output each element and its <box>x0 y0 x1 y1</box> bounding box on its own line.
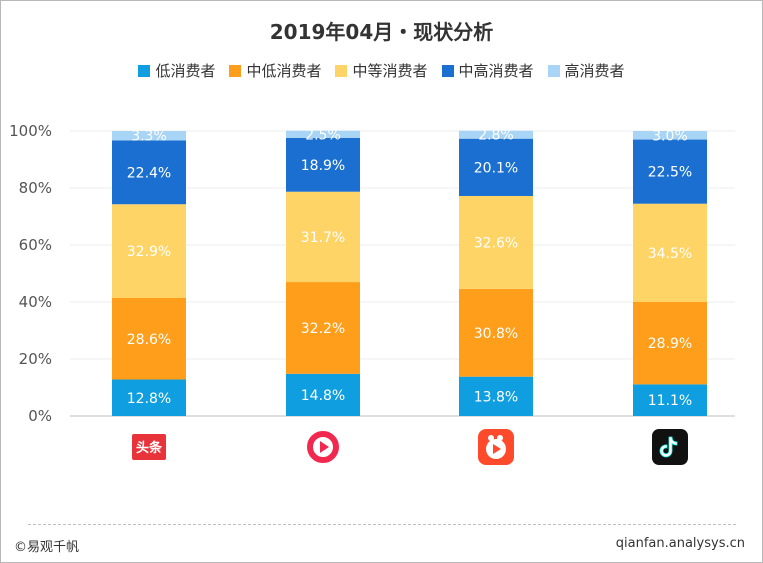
data-label: 20.1% <box>474 160 518 176</box>
legend-swatch <box>335 64 348 77</box>
bar-segment <box>633 384 707 416</box>
legend-item-mid-high: 中高消费者 <box>441 60 534 81</box>
data-label: 28.9% <box>648 336 692 352</box>
footer-source-url: qianfan.analysys.cn <box>615 536 745 551</box>
bar-segment <box>633 131 707 140</box>
y-tick-label: 20% <box>19 350 52 368</box>
legend-swatch <box>229 64 242 77</box>
legend-label: 低消费者 <box>155 62 216 80</box>
footer-divider <box>28 524 736 525</box>
legend-item-low: 低消费者 <box>138 60 215 81</box>
douyin-logo-icon <box>652 429 688 465</box>
data-label: 3.0% <box>652 128 688 144</box>
data-label: 30.8% <box>474 326 518 342</box>
legend-swatch <box>441 64 454 77</box>
bar-segment <box>112 379 186 416</box>
data-label: 13.8% <box>474 389 518 405</box>
bar-segment <box>286 282 360 374</box>
y-tick-label: 40% <box>19 293 52 311</box>
data-label: 22.4% <box>127 165 171 181</box>
toutiao-logo-icon: 头条 <box>131 429 167 465</box>
bar-segment <box>633 203 707 302</box>
bar-segment <box>286 373 360 416</box>
bar-segment <box>459 130 533 139</box>
legend-item-mid: 中等消费者 <box>335 60 428 81</box>
bar-segment <box>633 302 707 385</box>
chart-title: 2019年04月・现状分析 <box>269 20 494 44</box>
bar-segment <box>112 298 186 380</box>
bar-segment <box>459 288 533 377</box>
y-tick-label: 60% <box>19 236 52 254</box>
legend-swatch <box>138 64 151 77</box>
chart-legend: 低消费者 中低消费者 中等消费者 中高消费者 高消费者 <box>0 60 763 81</box>
footer-copyright: ©易观千帆 <box>14 540 80 555</box>
data-label: 11.1% <box>648 393 692 409</box>
data-label: 32.9% <box>127 244 171 260</box>
bar-segment <box>459 195 533 289</box>
bar-segment <box>459 376 533 416</box>
data-label: 18.9% <box>301 158 345 174</box>
bar-segment <box>633 139 707 204</box>
bar-segment <box>286 137 360 192</box>
data-label: 22.5% <box>648 165 692 181</box>
data-label: 34.5% <box>648 246 692 262</box>
data-label: 32.2% <box>301 321 345 337</box>
legend-item-mid-low: 中低消费者 <box>229 60 321 81</box>
y-tick-label: 0% <box>28 407 52 425</box>
data-label: 14.8% <box>301 388 345 404</box>
data-label: 2.5% <box>305 127 341 143</box>
data-label: 31.7% <box>301 230 345 246</box>
data-label: 32.6% <box>474 235 518 251</box>
legend-item-high: 高消费者 <box>547 60 625 81</box>
quanmin-logo-icon <box>305 429 341 465</box>
legend-label: 中等消费者 <box>352 62 428 80</box>
legend-label: 中低消费者 <box>246 62 322 80</box>
legend-label: 高消费者 <box>564 62 625 80</box>
bar-segment <box>112 204 186 299</box>
bar-segment <box>286 191 360 283</box>
data-label: 2.8% <box>478 128 514 144</box>
kuaishou-logo-icon <box>478 429 514 465</box>
bar-segment <box>112 131 186 141</box>
y-tick-label: 100% <box>9 122 52 140</box>
data-label: 3.3% <box>131 129 167 145</box>
bar-segment <box>286 130 360 138</box>
legend-swatch <box>547 64 560 77</box>
data-label: 28.6% <box>127 332 171 348</box>
bar-segment <box>459 138 533 196</box>
data-label: 12.8% <box>127 391 171 407</box>
y-tick-label: 80% <box>19 179 52 197</box>
legend-label: 中高消费者 <box>458 62 534 80</box>
toutiao-logo-text: 头条 <box>136 440 163 456</box>
bar-segment <box>112 140 186 205</box>
